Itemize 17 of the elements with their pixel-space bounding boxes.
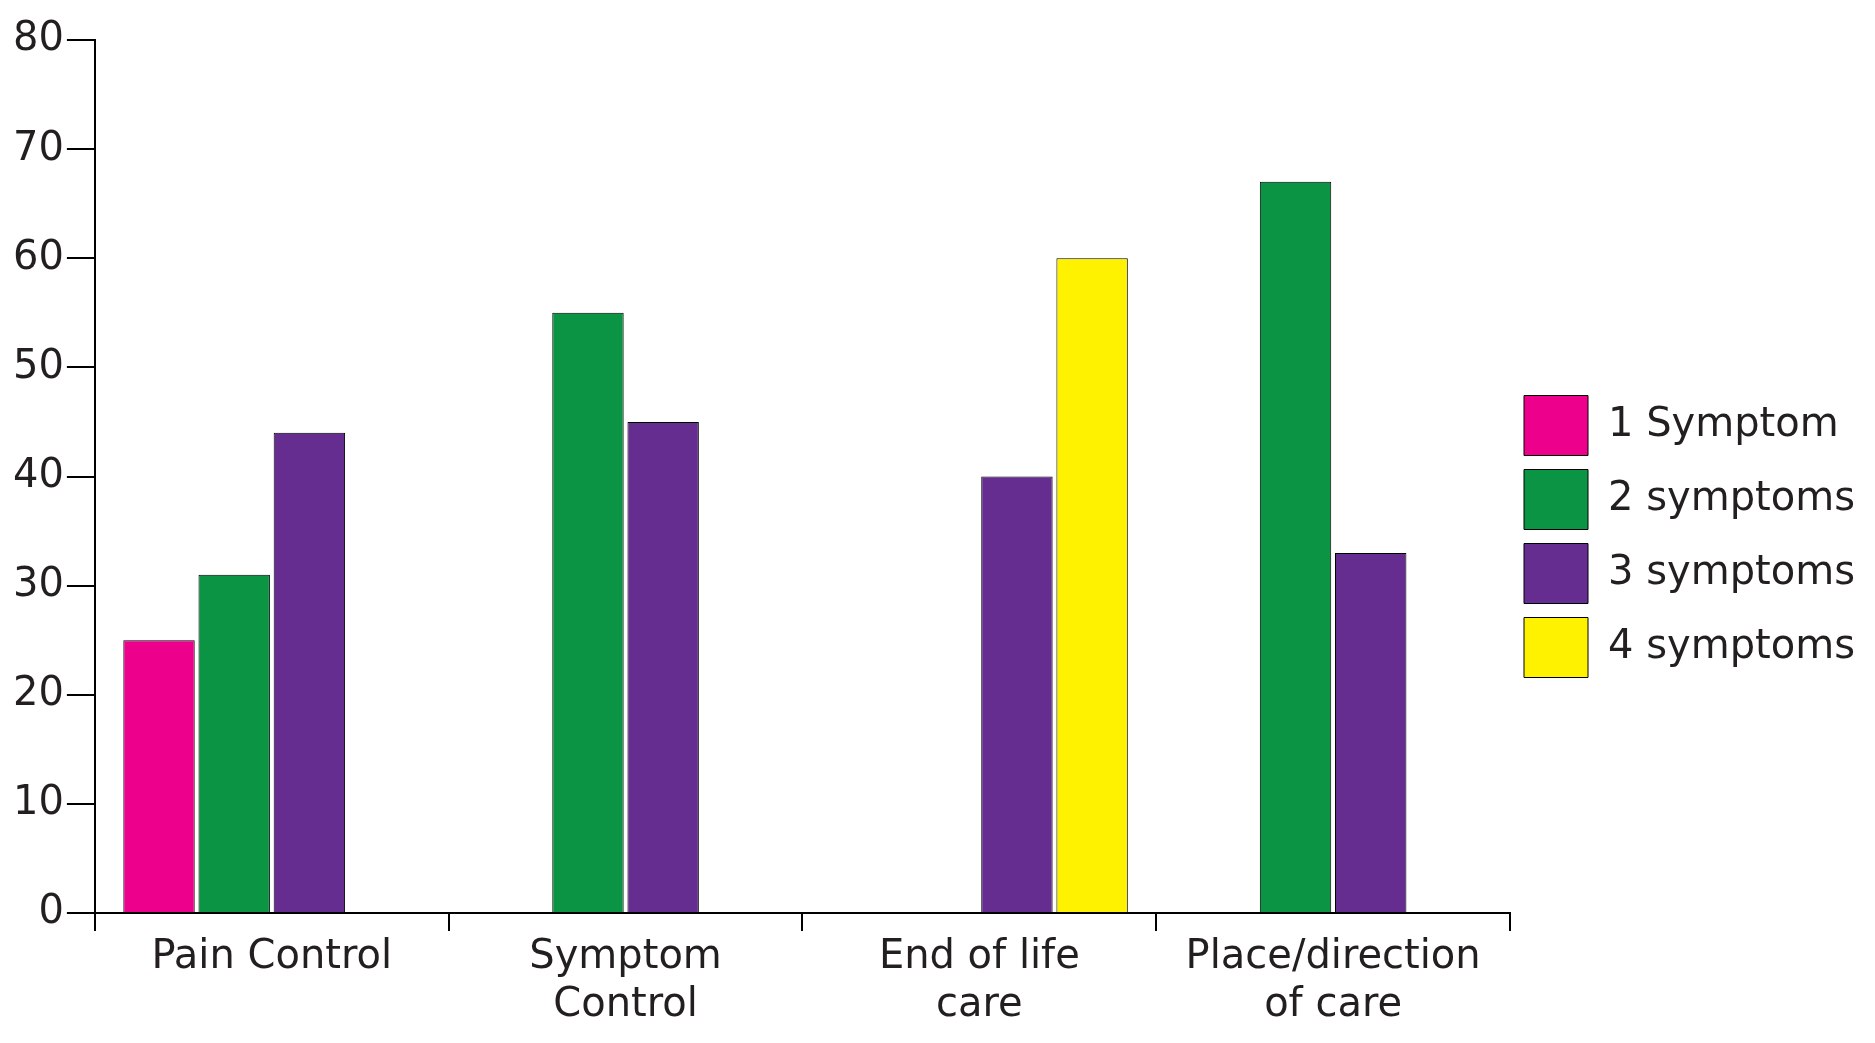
y-tick-label: 10 [12, 777, 64, 824]
y-tick-label: 20 [12, 668, 64, 715]
x-tick-label: Pain Control [151, 931, 393, 978]
legend-label: 4 symptoms [1608, 620, 1856, 667]
y-tick-label: 50 [12, 340, 64, 387]
y-tick-label: 80 [12, 13, 64, 60]
y-tick-label: 30 [12, 559, 64, 606]
legend-label: 3 symptoms [1608, 546, 1856, 593]
x-tick-label: End of life care [878, 931, 1080, 1026]
y-tick-label: 60 [12, 231, 64, 278]
x-tick-label: Place/direction of care [1185, 931, 1481, 1026]
y-tick-label: 40 [12, 449, 64, 496]
x-tick-label: Symptom Control [529, 931, 722, 1026]
y-tick-label: 70 [12, 122, 64, 169]
legend-label: 1 Symptom [1608, 398, 1839, 445]
legend-label: 2 symptoms [1608, 472, 1856, 519]
y-tick-label: 0 [38, 886, 64, 933]
